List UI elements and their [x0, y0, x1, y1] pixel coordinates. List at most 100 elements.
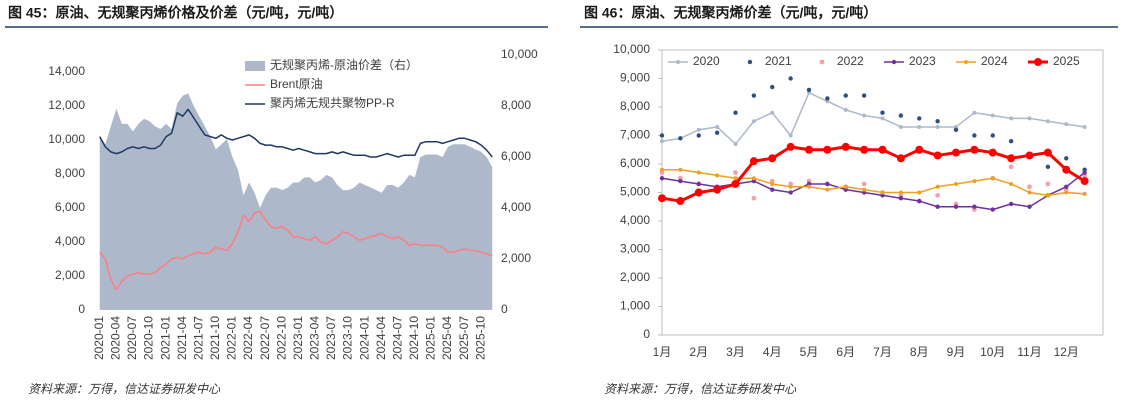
series-marker [715, 124, 720, 129]
series-marker [988, 148, 997, 157]
x-tick-label: 2022-10 [274, 316, 288, 360]
series-marker [861, 93, 867, 98]
series-marker [915, 145, 924, 154]
series-marker [861, 190, 867, 195]
series-marker [953, 127, 959, 132]
series-marker [823, 145, 832, 154]
legend-marker [891, 59, 897, 65]
y-tick-label: 4,000 [55, 234, 85, 248]
series-marker [660, 139, 664, 144]
y-tick-label: 5,000 [620, 185, 650, 199]
y2-tick-label: 10,000 [501, 47, 538, 61]
series-marker [1008, 139, 1014, 144]
x-tick-label: 2023-07 [324, 316, 338, 360]
legend-label: 2020 [693, 54, 720, 68]
series-marker [713, 185, 722, 194]
series-marker [806, 87, 812, 93]
series-marker [898, 190, 903, 195]
series-marker [990, 207, 995, 212]
series-marker [972, 179, 977, 184]
series-marker [751, 93, 757, 98]
y-tick-label: 12,000 [48, 98, 85, 112]
y2-tick-label: 2,000 [501, 251, 531, 265]
x-tick-label: 2025-01 [424, 316, 438, 360]
series-marker [1064, 184, 1069, 189]
legend-marker [1034, 58, 1042, 66]
spread-area [99, 93, 493, 310]
series-marker [1043, 148, 1052, 157]
series-marker [1027, 184, 1032, 190]
series-marker [880, 110, 885, 115]
x-tick-label: 2021-04 [175, 316, 189, 360]
series-marker [896, 154, 905, 163]
x-tick-label: 2025-04 [440, 316, 454, 360]
series-marker [1027, 190, 1032, 195]
series-marker [862, 187, 867, 192]
legend-marker [747, 59, 753, 65]
x-tick-label: 2025-10 [473, 316, 487, 360]
series-marker [898, 196, 904, 201]
x-tick-label: 2023-10 [341, 316, 355, 360]
series-marker [696, 181, 701, 187]
x-tick-label: 12月 [1054, 345, 1079, 359]
y-tick-label: 10,000 [48, 132, 85, 146]
x-tick-label: 5月 [800, 345, 819, 359]
x-tick-label: 2022-04 [241, 316, 255, 360]
series-marker [806, 181, 812, 187]
chart-title: 图 45：原油、无规聚丙烯价格及价差（元/吨，元/吨） [8, 5, 343, 21]
series-marker [917, 124, 922, 129]
y-tick-label: 7,000 [620, 128, 650, 142]
series-marker [1027, 116, 1032, 121]
legend-marker [819, 59, 825, 65]
series-marker [1064, 190, 1069, 195]
series-marker [972, 133, 977, 138]
series-marker [1027, 204, 1032, 209]
series-marker [990, 133, 995, 138]
series-marker [678, 136, 683, 141]
legend-label: Brent原油 [270, 77, 323, 91]
series-marker [749, 157, 758, 166]
series-marker [933, 151, 942, 160]
series-marker [733, 110, 738, 115]
x-tick-label: 3月 [726, 345, 745, 359]
x-tick-label: 2021-10 [208, 316, 222, 360]
series-line [99, 210, 493, 291]
x-tick-label: 2024-07 [390, 316, 404, 360]
series-marker [678, 167, 683, 172]
y-tick-label: 2,000 [620, 270, 650, 284]
y2-tick-label: 8,000 [501, 98, 531, 112]
series-marker [731, 179, 740, 188]
legend-label: 无规聚丙烯-原油价差（右） [270, 57, 418, 72]
series-marker [1064, 122, 1069, 127]
series-marker [1045, 119, 1050, 124]
series-marker [880, 193, 885, 198]
x-tick-label: 2023-01 [291, 316, 305, 360]
series-marker [788, 190, 793, 195]
series-marker [1009, 181, 1014, 186]
series-marker [714, 130, 720, 135]
y-tick-label: 1,000 [620, 299, 650, 313]
legend-marker [676, 60, 680, 64]
series-marker [861, 181, 867, 187]
series-marker [660, 167, 664, 172]
series-marker [972, 204, 977, 209]
legend-label: 2023 [909, 54, 936, 68]
y-tick-label: 8,000 [620, 99, 650, 113]
series-marker [788, 181, 794, 187]
series-marker [751, 176, 756, 181]
x-tick-label: 2021-01 [158, 316, 172, 360]
series-marker [862, 113, 867, 118]
series-marker [843, 107, 848, 112]
series-marker [1082, 124, 1087, 129]
series-marker [786, 142, 795, 151]
series-marker [1080, 177, 1089, 186]
y-tick-label: 14,000 [48, 64, 85, 78]
series-marker [659, 170, 665, 175]
series-marker [917, 190, 922, 195]
series-marker [990, 176, 995, 181]
series-marker [970, 145, 979, 154]
series-marker [788, 133, 793, 138]
x-tick-label: 2020-07 [125, 316, 139, 360]
y-tick-label: 6,000 [620, 156, 650, 170]
